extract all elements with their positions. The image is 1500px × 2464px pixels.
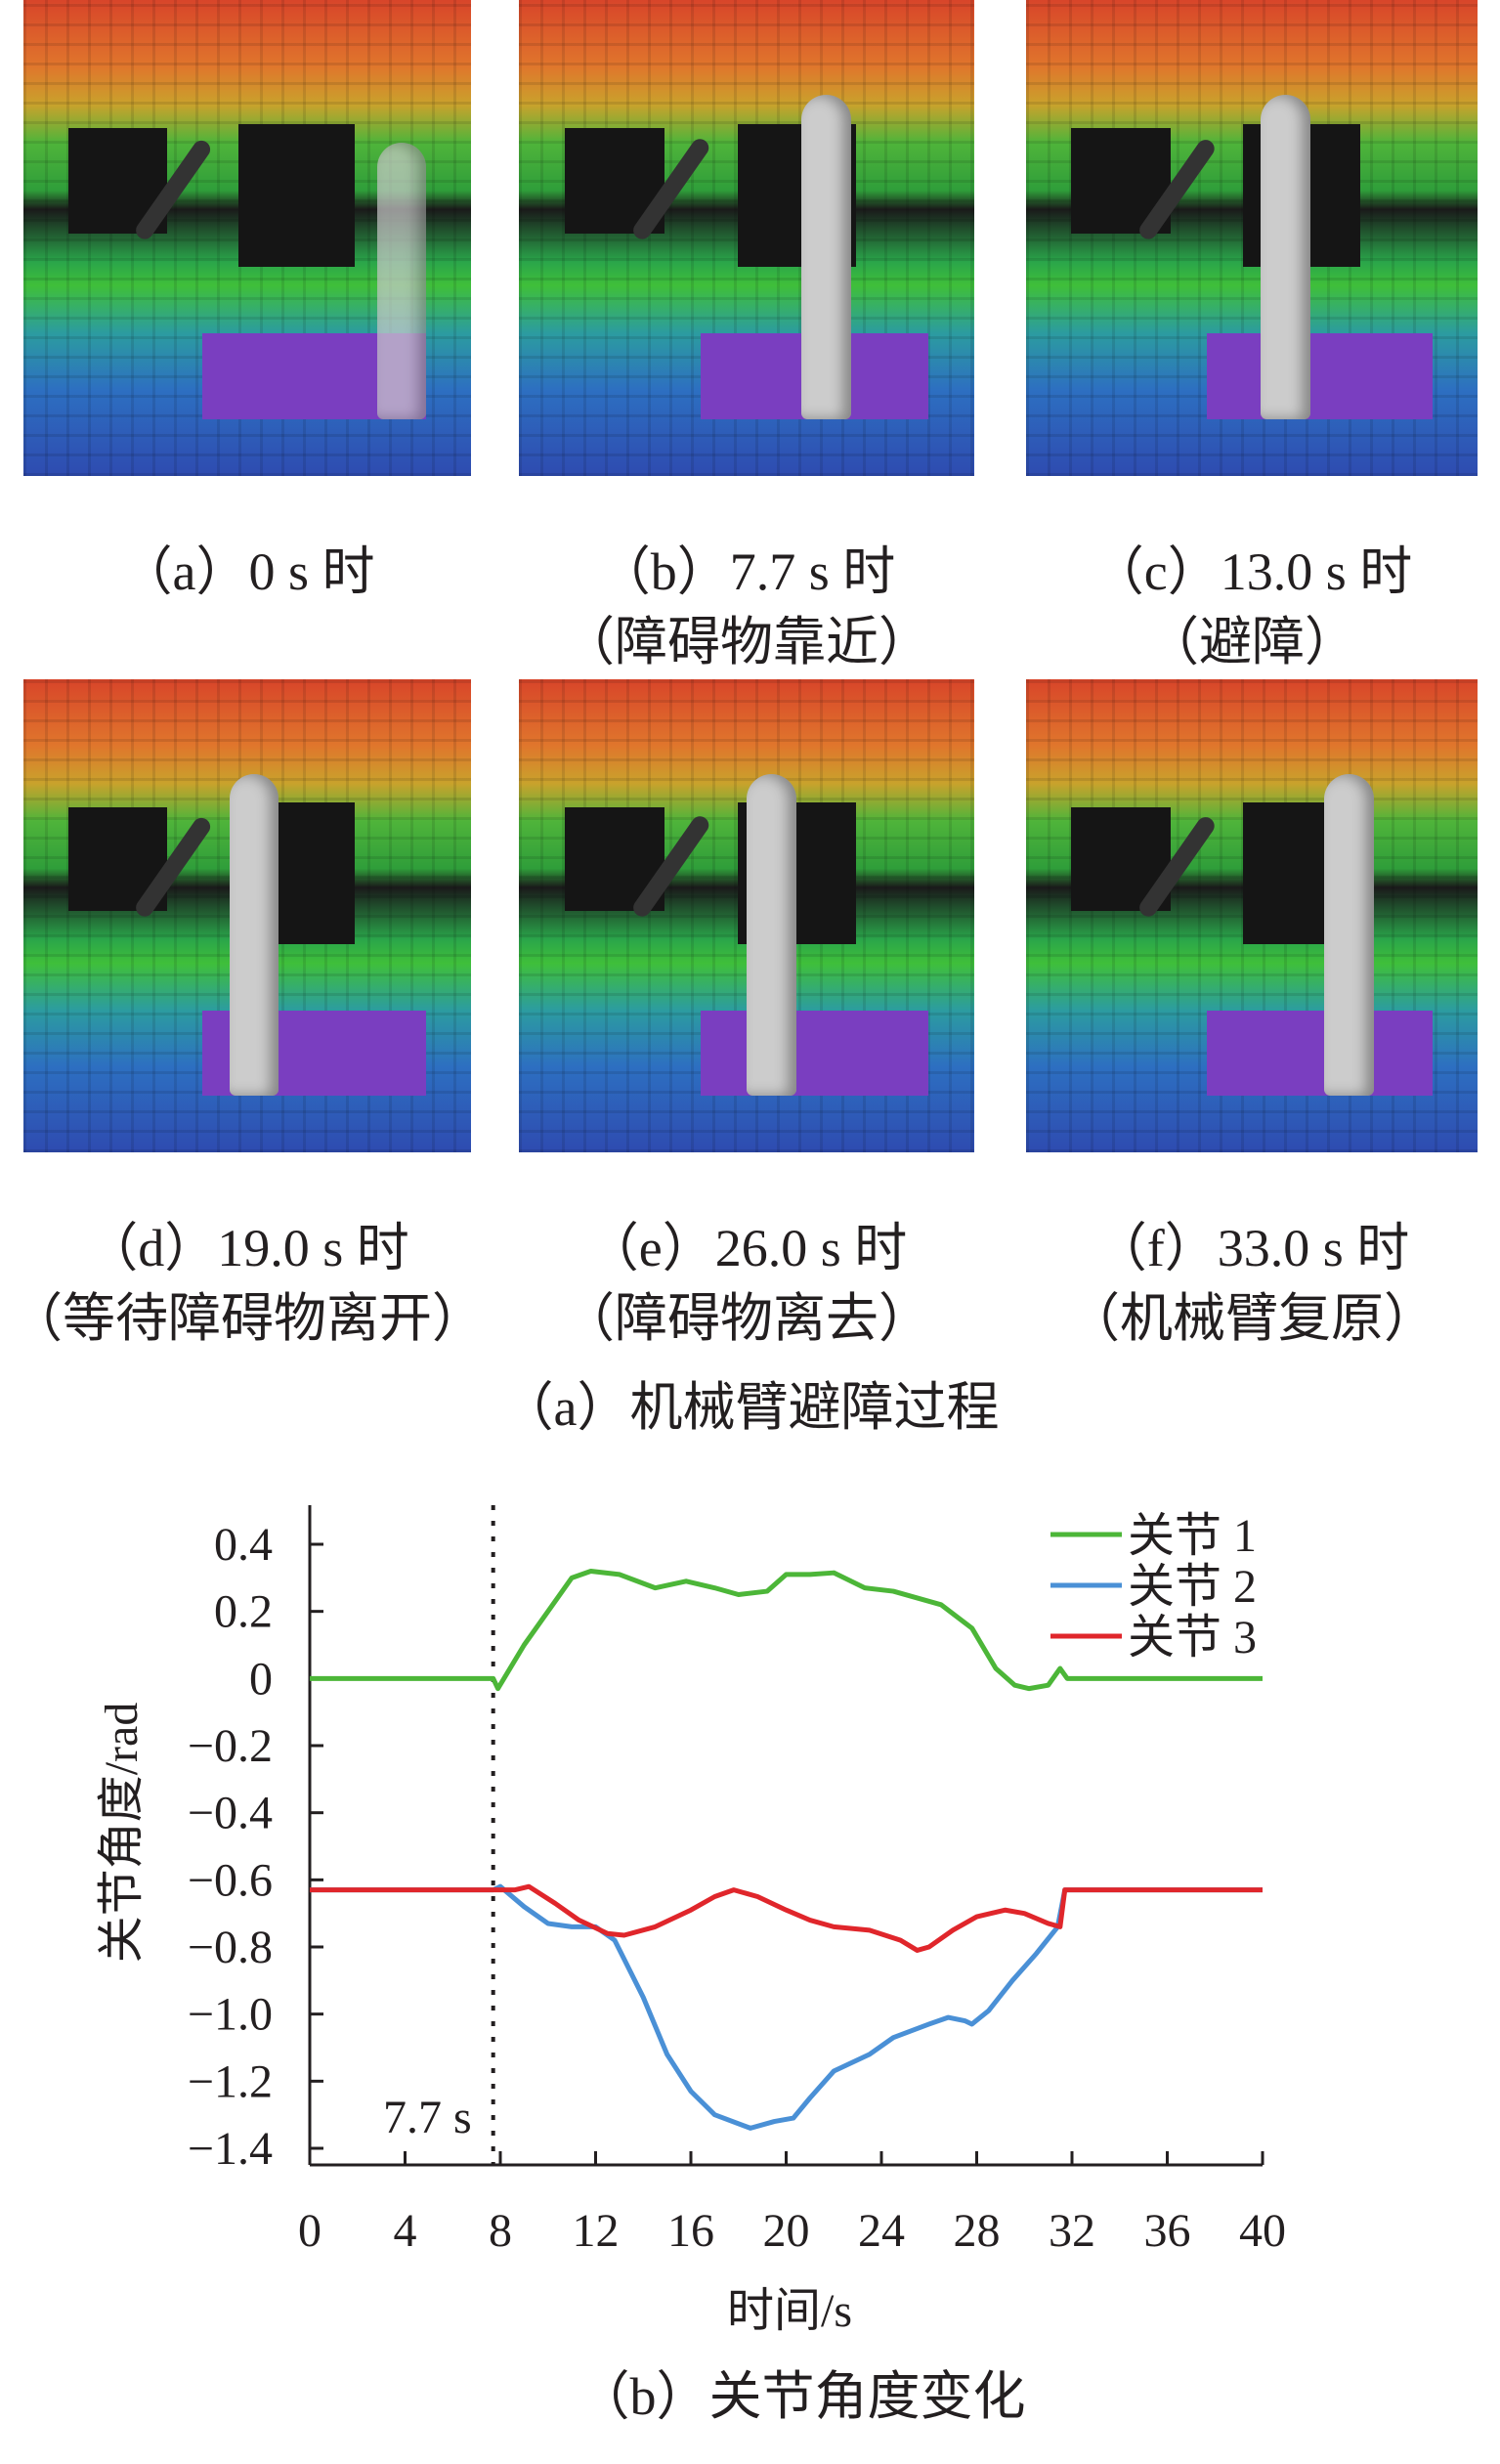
series-line-joint-3 [310, 1883, 1263, 1953]
x-tick-label: 16 [667, 2205, 714, 2257]
x-tick-label: 8 [489, 2205, 512, 2257]
floor-region [701, 1010, 929, 1096]
y-tick-label: −0.6 [188, 1854, 273, 1906]
frame-image [1026, 0, 1478, 476]
human-obstacle [376, 143, 427, 419]
x-axis-label: 时间/s [727, 2285, 852, 2337]
x-tick-label: 24 [858, 2205, 905, 2257]
frame-image [519, 0, 974, 476]
x-tick-label: 20 [763, 2205, 810, 2257]
frame-image [519, 679, 974, 1152]
y-axis-label: 关节角度/rad [96, 1703, 148, 1964]
human-obstacle [1261, 95, 1311, 419]
marker-label: 7.7 s [383, 2092, 472, 2143]
x-tick-label: 40 [1239, 2205, 1286, 2257]
human-obstacle [747, 773, 797, 1096]
y-tick-label: 0.4 [214, 1519, 273, 1571]
series-line-joint-1 [310, 1568, 1263, 1692]
y-tick-label: 0.2 [214, 1586, 273, 1638]
legend-label-joint-1: 关节 1 [1128, 1510, 1257, 1562]
human-obstacle [229, 773, 279, 1096]
series-line-joint-2 [310, 1883, 1263, 2131]
dark-region [237, 123, 355, 267]
x-tick-label: 28 [954, 2205, 1001, 2257]
y-tick-label: −1.0 [188, 1989, 273, 2041]
floor-region [1206, 1010, 1433, 1096]
frame-note: （等待障碍物离开） [10, 1289, 485, 1348]
frame-label: （e）26.0 s 时 [585, 1219, 908, 1277]
frame-note: （避障） [1146, 613, 1357, 671]
y-tick-label: −0.8 [188, 1922, 273, 1973]
frame-label: （f）33.0 s 时 [1093, 1219, 1410, 1277]
legend-label-joint-3: 关节 3 [1128, 1612, 1257, 1664]
human-obstacle [1323, 773, 1374, 1096]
panel-b-caption: （b）关节角度变化 [578, 2367, 1026, 2426]
x-tick-label: 32 [1049, 2205, 1095, 2257]
y-tick-label: −0.4 [188, 1788, 273, 1839]
frame-note: （障碍物离去） [562, 1289, 931, 1348]
frame-note: （障碍物靠近） [562, 613, 931, 671]
frame-label: （b）7.7 s 时 [597, 542, 896, 601]
frame-image [23, 0, 471, 476]
y-tick-label: −1.2 [188, 2055, 273, 2107]
x-tick-label: 0 [298, 2205, 321, 2257]
x-tick-label: 12 [573, 2205, 620, 2257]
frame-label: （a）0 s 时 [119, 542, 375, 601]
x-tick-label: 4 [394, 2205, 417, 2257]
floor-region [1206, 332, 1433, 419]
human-obstacle [800, 95, 852, 419]
frame-image [23, 679, 471, 1152]
frame-label: （d）19.0 s 时 [85, 1219, 409, 1277]
y-tick-label: −1.4 [188, 2123, 273, 2175]
frame-note: （机械臂复原） [1067, 1289, 1436, 1348]
legend-label-joint-2: 关节 2 [1128, 1561, 1257, 1613]
y-tick-label: 0 [249, 1653, 273, 1705]
frame-label: （c）13.0 s 时 [1091, 542, 1413, 601]
x-tick-label: 36 [1144, 2205, 1191, 2257]
frame-image [1026, 679, 1478, 1152]
y-tick-label: −0.2 [188, 1720, 273, 1772]
panel-a-caption: （a）机械臂避障过程 [500, 1378, 1000, 1437]
